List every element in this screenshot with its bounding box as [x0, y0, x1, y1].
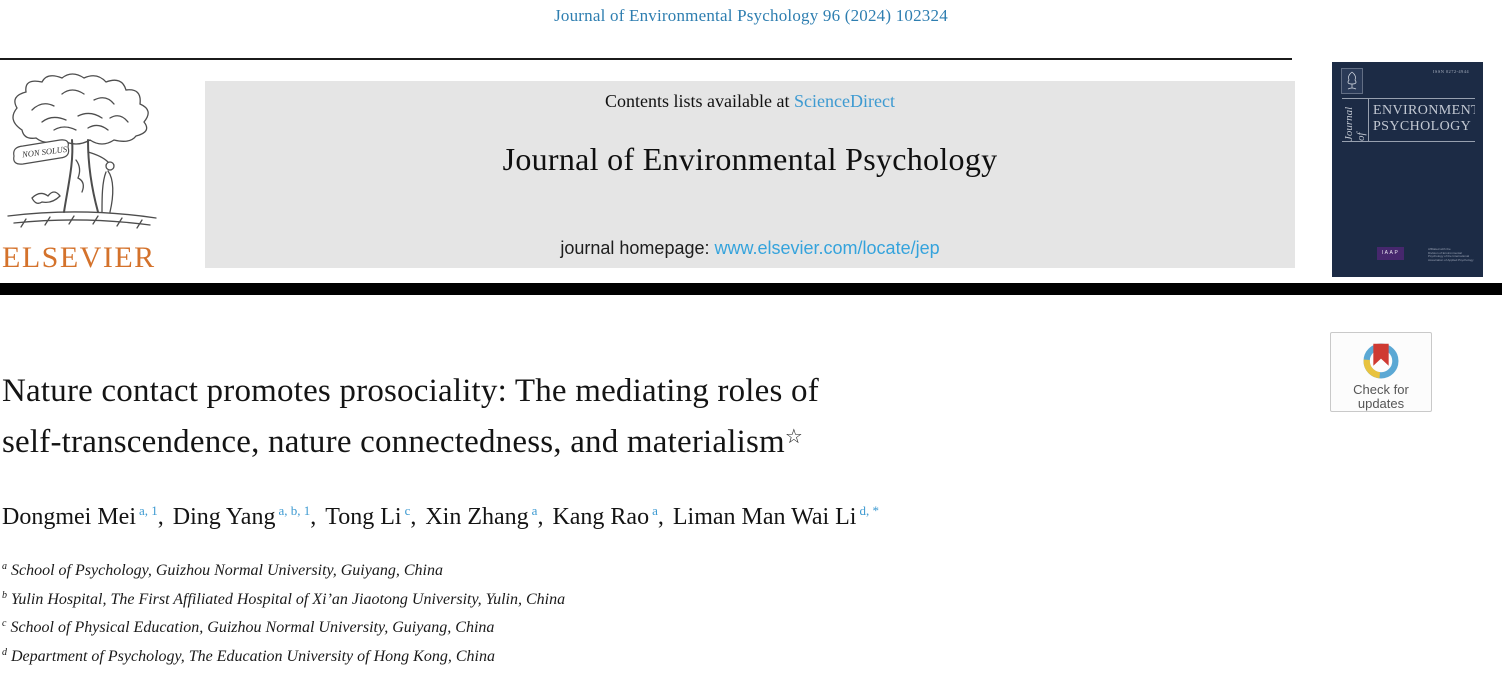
cover-title-line2: PSYCHOLOGY: [1373, 119, 1472, 134]
badge-text-line1: Check for: [1353, 382, 1409, 397]
author-name: Liman Man Wai Li: [672, 504, 857, 530]
author-affiliation-sup: c: [404, 503, 411, 518]
cover-journal-of-label: Journal of: [1342, 99, 1369, 141]
elsevier-wordmark: ELSEVIER: [2, 241, 156, 274]
cover-elsevier-logo-icon: [1341, 68, 1363, 94]
author-affiliation-sup: d, *: [859, 503, 879, 518]
affiliation-line: d Department of Psychology, The Education…: [2, 646, 495, 665]
author-list: Dongmei Mei a, 1, Ding Yang a, b, 1, Tong Li…: [2, 503, 879, 531]
homepage-label: journal homepage:: [560, 238, 710, 258]
author-separator: ,: [310, 504, 317, 530]
elsevier-tree-logo-icon: NON SOLUS: [7, 73, 157, 229]
author-name: Tong Li: [325, 504, 402, 530]
cover-issn: ISSN 0272-4944: [1433, 69, 1469, 74]
contents-available-text: Contents lists available at: [605, 91, 790, 111]
header-top-rule: [0, 58, 1292, 60]
author-name: Ding Yang: [172, 504, 276, 530]
separator-bar: [0, 283, 1502, 295]
cover-title-line1: ENVIRONMENTAL: [1373, 103, 1475, 118]
journal-banner: Contents lists available at ScienceDirec…: [205, 81, 1295, 268]
author-name: Kang Rao: [552, 504, 650, 530]
author-affiliation-sup: a: [531, 503, 538, 518]
author-affiliation-sup: a, b, 1: [278, 503, 311, 518]
badge-text-line2: updates: [1357, 396, 1405, 411]
author-affiliation-sup: a: [652, 503, 658, 518]
iaap-logo: IAAP: [1377, 247, 1404, 260]
author-name: Dongmei Mei: [2, 504, 136, 530]
author-name: Xin Zhang: [425, 504, 529, 530]
affiliation-line: c School of Physical Education, Guizhou N…: [2, 618, 495, 636]
title-footnote-star[interactable]: ☆: [784, 426, 804, 448]
affiliation-line: b Yulin Hospital, The First Affiliated Ho…: [2, 589, 566, 608]
cover-affiliation-note: Affiliated with the Division of Environm…: [1428, 247, 1474, 262]
check-for-updates-badge[interactable]: Check for updates: [1330, 332, 1432, 412]
crossmark-icon: [1363, 343, 1399, 379]
article-title: Nature contact promotes prosociality: Th…: [2, 368, 819, 465]
homepage-link[interactable]: www.elsevier.com/locate/jep: [714, 238, 940, 258]
affiliation-list: a School of Psychology, Guizhou Normal Un…: [2, 555, 565, 669]
journal-cover-thumbnail[interactable]: ISSN 0272-4944 Journal of ENVIRONMENTAL …: [1332, 62, 1483, 277]
article-title-line1: Nature contact promotes prosociality: Th…: [2, 373, 819, 409]
article-title-line2: self-transcendence, nature connectedness…: [2, 424, 804, 460]
banner-journal-title: Journal of Environmental Psychology: [502, 141, 998, 177]
cover-masthead: Journal of ENVIRONMENTAL PSYCHOLOGY: [1342, 98, 1475, 142]
author-separator: ,: [410, 504, 417, 530]
author-separator: ,: [157, 504, 164, 530]
author-affiliation-sup: a, 1: [138, 503, 158, 518]
author-separator: ,: [657, 504, 664, 530]
affiliation-line: a School of Psychology, Guizhou Normal Un…: [2, 561, 443, 579]
elsevier-logo-block: NON SOLUS ELSEVIER: [2, 70, 202, 275]
sciencedirect-link[interactable]: ScienceDirect: [794, 91, 895, 111]
journal-citation-link[interactable]: Journal of Environmental Psychology 96 (…: [554, 6, 948, 25]
author-separator: ,: [537, 504, 544, 530]
